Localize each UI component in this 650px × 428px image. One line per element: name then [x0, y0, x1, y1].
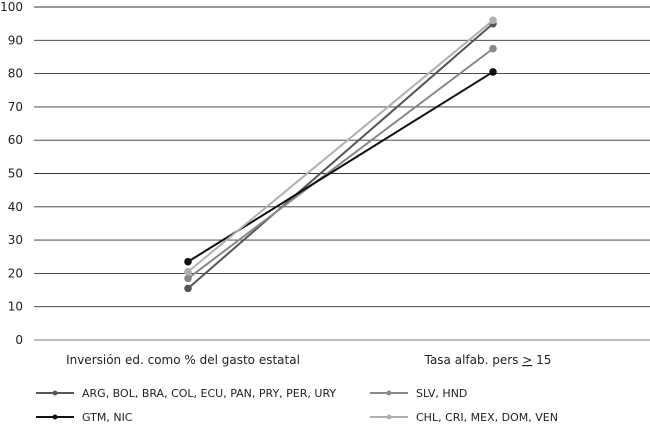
- y-tick-label: 100: [0, 0, 23, 14]
- y-tick-label: 70: [8, 100, 23, 114]
- legend-marker: [52, 414, 58, 420]
- x-tick-label-literacy-prefix: Tasa alfab. pers: [424, 353, 523, 367]
- y-tick-label: 30: [8, 233, 23, 247]
- series-line: [187, 22, 494, 290]
- data-point: [184, 274, 192, 283]
- x-axis: Inversión ed. como % del gasto estatal T…: [66, 353, 551, 367]
- legend-label: SLV, HND: [416, 387, 467, 400]
- data-point: [184, 284, 192, 293]
- y-tick-label: 10: [8, 300, 23, 314]
- legend: ARG, BOL, BRA, COL, ECU, PAN, PRY, PER, …: [36, 387, 558, 424]
- data-point: [184, 267, 192, 276]
- y-tick-label: 90: [8, 33, 23, 47]
- data-point: [489, 44, 497, 53]
- series-line: [187, 19, 494, 273]
- legend-marker: [386, 390, 392, 396]
- x-tick-label-literacy-symbol: >: [522, 353, 532, 367]
- y-tick-label: 80: [8, 67, 23, 81]
- x-tick-label-literacy-suffix: 15: [532, 353, 551, 367]
- y-tick-label: 40: [8, 200, 23, 214]
- y-tick-label: 60: [8, 133, 23, 147]
- legend-label: CHL, CRI, MEX, DOM, VEN: [416, 411, 558, 424]
- data-point: [184, 257, 192, 266]
- x-tick-label-investment: Inversión ed. como % del gasto estatal: [66, 353, 300, 367]
- legend-label: ARG, BOL, BRA, COL, ECU, PAN, PRY, PER, …: [82, 387, 336, 400]
- y-tick-label: 50: [8, 167, 23, 181]
- y-tick-label: 20: [8, 266, 23, 280]
- gridlines: [34, 6, 650, 341]
- legend-marker: [52, 390, 58, 396]
- series-lines: [184, 16, 497, 293]
- data-point: [489, 68, 497, 76]
- y-tick-label: 0: [15, 333, 23, 347]
- legend-label: GTM, NIC: [82, 411, 133, 424]
- legend-marker: [386, 414, 392, 420]
- series-line: [187, 47, 494, 280]
- y-axis: 0 10 20 30 40 50 60 70 80 90 100: [0, 0, 23, 347]
- data-point: [489, 16, 497, 25]
- x-tick-label-literacy: Tasa alfab. pers > 15: [424, 353, 552, 367]
